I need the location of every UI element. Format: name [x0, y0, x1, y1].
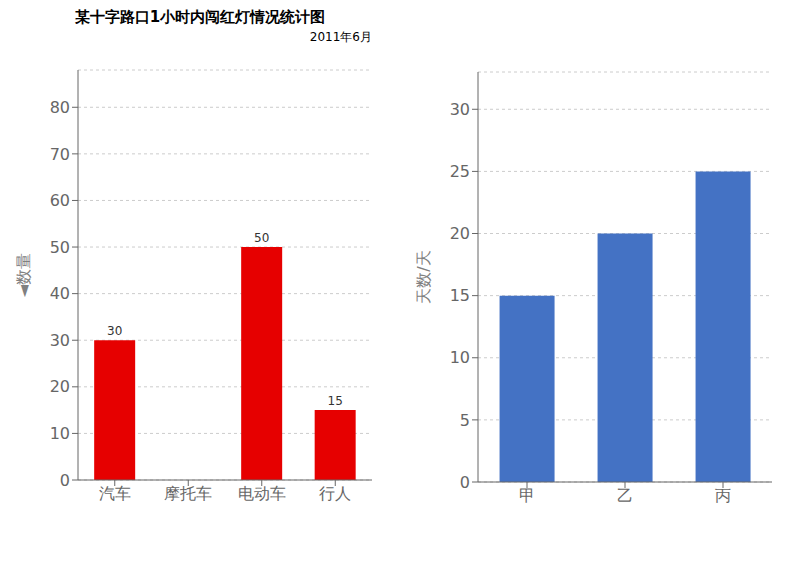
svg-text:摩托车: 摩托车 — [164, 484, 212, 503]
svg-text:行人: 行人 — [319, 484, 351, 503]
svg-text:20: 20 — [450, 224, 470, 243]
svg-text:10: 10 — [450, 348, 470, 367]
svg-text:30: 30 — [107, 324, 122, 338]
svg-text:30: 30 — [50, 331, 70, 350]
svg-text:5: 5 — [460, 411, 470, 430]
svg-text:25: 25 — [450, 162, 470, 181]
svg-text:汽车: 汽车 — [99, 484, 131, 503]
svg-text:天数/天: 天数/天 — [414, 250, 433, 303]
svg-text:乙: 乙 — [617, 486, 633, 505]
svg-text:0: 0 — [460, 473, 470, 492]
svg-text:丙: 丙 — [715, 486, 731, 505]
svg-text:甲: 甲 — [519, 486, 535, 505]
svg-text:电动车: 电动车 — [238, 484, 286, 503]
svg-text:30: 30 — [450, 100, 470, 119]
svg-text:0: 0 — [60, 471, 70, 490]
html-text:某十字路口1小时内闯红灯情况统计图: 某十字路口1小时内闯红灯情况统计图 — [74, 8, 326, 26]
svg-text:60: 60 — [50, 191, 70, 210]
svg-text:80: 80 — [50, 98, 70, 117]
svg-text:15: 15 — [450, 286, 470, 305]
svg-text:50: 50 — [254, 231, 269, 245]
svg-text:◄数量: ◄数量 — [14, 253, 33, 297]
svg-text:15: 15 — [328, 394, 343, 408]
svg-text:70: 70 — [50, 145, 70, 164]
svg-text:40: 40 — [50, 284, 70, 303]
svg-text:20: 20 — [50, 377, 70, 396]
svg-text:50: 50 — [50, 238, 70, 257]
html-text:2011年6月: 2011年6月 — [309, 30, 372, 44]
svg-text:10: 10 — [50, 424, 70, 443]
